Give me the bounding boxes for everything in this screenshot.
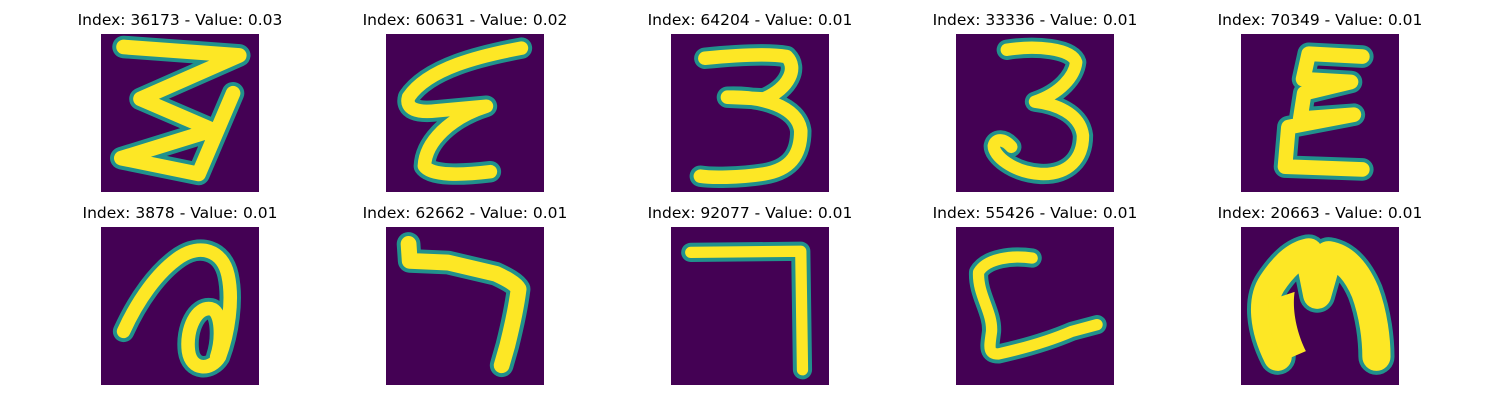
digit-image: [1241, 227, 1399, 385]
image-title: Index: 60631 - Value: 0.02: [362, 11, 568, 29]
digit-image: [386, 227, 544, 385]
image-title: Index: 20663 - Value: 0.01: [1217, 204, 1423, 222]
digit-image: [671, 34, 829, 192]
image-title: Index: 3878 - Value: 0.01: [82, 204, 278, 222]
image-title: Index: 64204 - Value: 0.01: [647, 11, 853, 29]
image-title: Index: 33336 - Value: 0.01: [932, 11, 1138, 29]
image-title: Index: 62662 - Value: 0.01: [362, 204, 568, 222]
digit-image: [956, 34, 1114, 192]
digit-image: [386, 34, 544, 192]
image-title: Index: 70349 - Value: 0.01: [1217, 11, 1423, 29]
digit-image: [956, 227, 1114, 385]
image-title: Index: 55426 - Value: 0.01: [932, 204, 1138, 222]
image-title: Index: 36173 - Value: 0.03: [77, 11, 283, 29]
digit-image: [1241, 34, 1399, 192]
digit-image: [101, 34, 259, 192]
digit-image: [101, 227, 259, 385]
digit-image: [671, 227, 829, 385]
image-title: Index: 92077 - Value: 0.01: [647, 204, 853, 222]
